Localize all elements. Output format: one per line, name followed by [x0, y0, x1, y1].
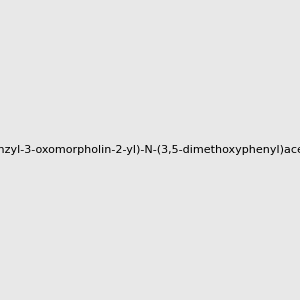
Text: 2-(4-benzyl-3-oxomorpholin-2-yl)-N-(3,5-dimethoxyphenyl)acetamide: 2-(4-benzyl-3-oxomorpholin-2-yl)-N-(3,5-…	[0, 145, 300, 155]
